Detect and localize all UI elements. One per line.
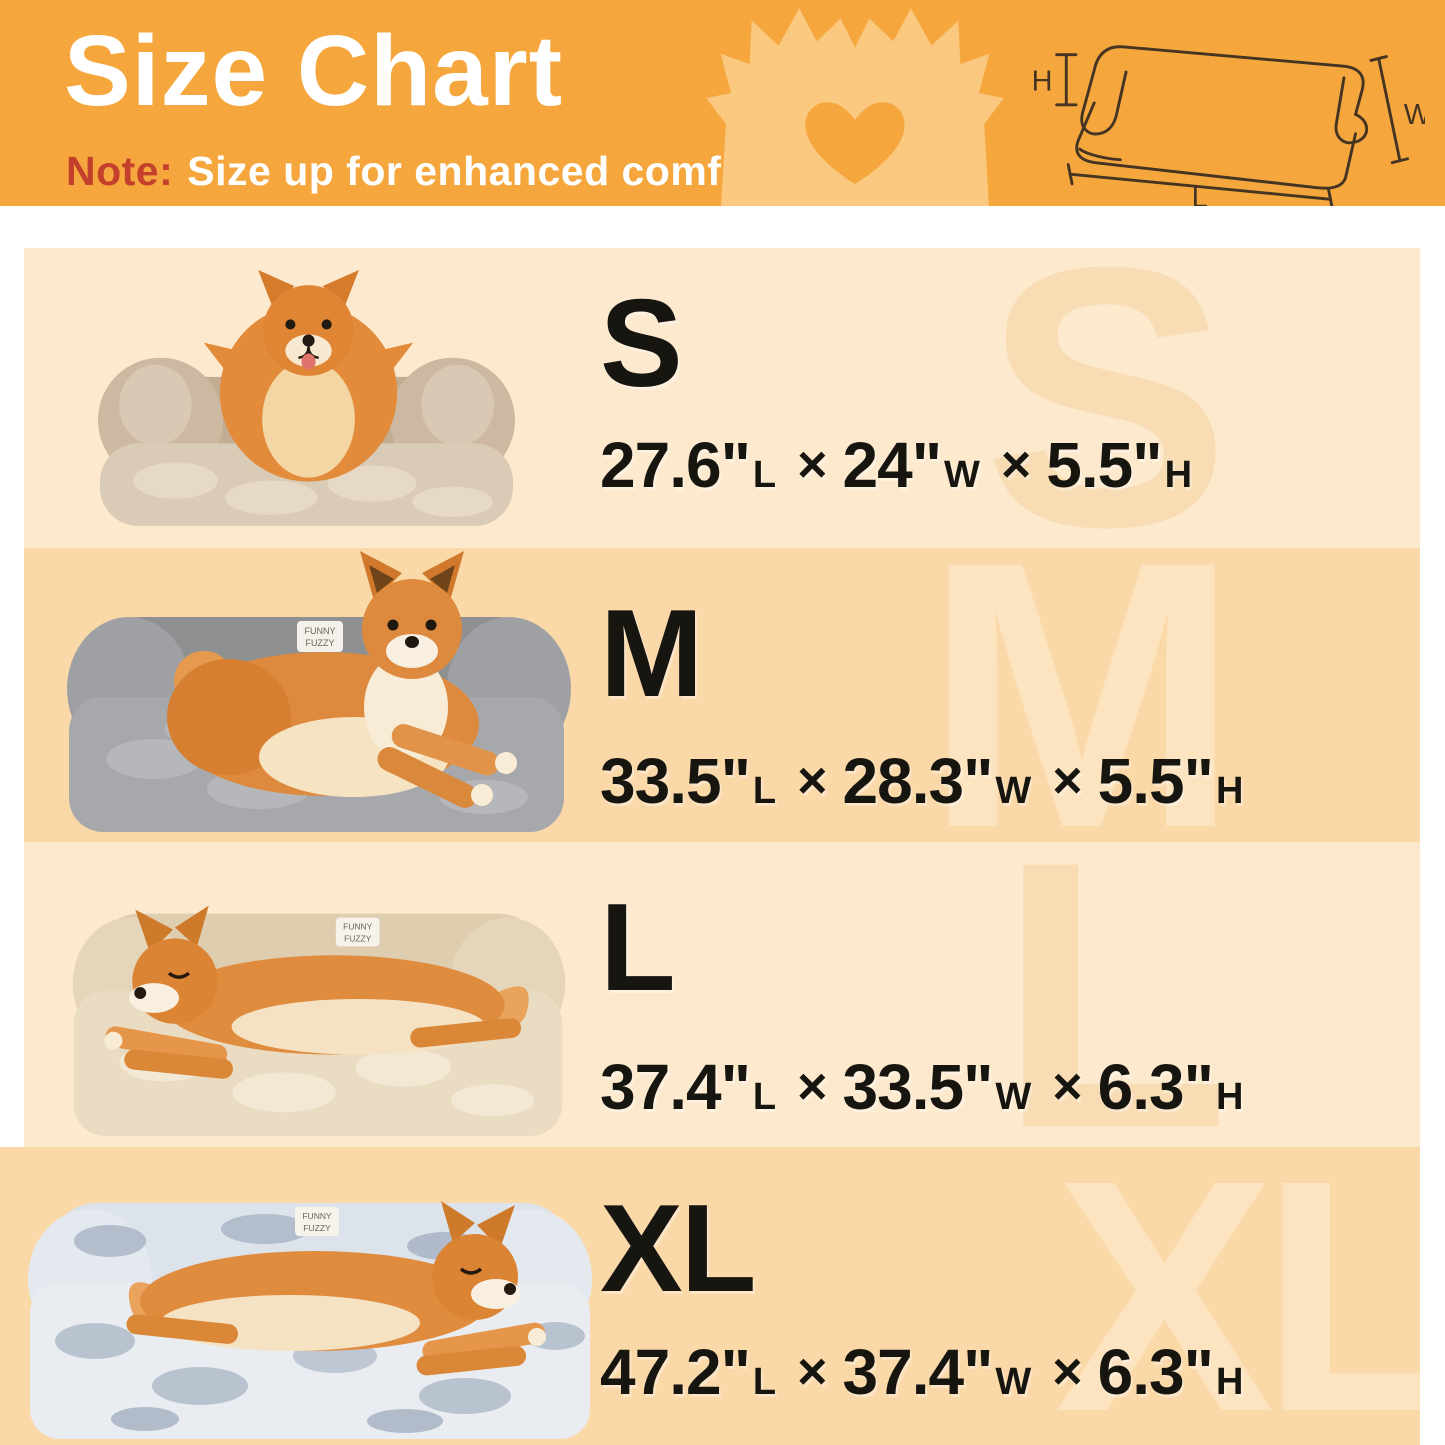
sofa-dimension-diagram: H W L	[1020, 18, 1432, 206]
note-label: Note:	[66, 148, 174, 194]
page-title: Size Chart	[64, 15, 564, 127]
svg-text:FUZZY: FUZZY	[303, 1223, 331, 1233]
diagram-l-label: L	[1192, 182, 1208, 206]
product-photo-xl: FUNNY FUZZY	[15, 1151, 605, 1443]
svg-text:FUNNY: FUNNY	[343, 921, 372, 931]
dimensions-text: 27.6"L × 24"W × 5.5"H	[600, 429, 1192, 501]
product-photo-s	[54, 264, 559, 536]
size-row-l: L FUNNY FUZZY	[24, 842, 1420, 1147]
dimensions-text: 33.5"L × 28.3"W × 5.5"H	[600, 745, 1243, 817]
size-row-xl: XL FUNNY	[0, 1147, 1420, 1445]
note-text: Size up for enhanced comfort	[187, 148, 778, 194]
product-photo-m: FUNNY FUZZY	[44, 528, 589, 850]
svg-text:FUNNY: FUNNY	[302, 1211, 332, 1221]
header-banner: Size Chart Note: Size up for enhanced com…	[0, 0, 1445, 206]
svg-text:FUZZY: FUZZY	[344, 933, 372, 943]
diagram-w-label: W	[1404, 99, 1425, 131]
svg-text:FUNNY: FUNNY	[305, 626, 336, 636]
size-label: M	[600, 585, 703, 723]
fluffy-dog-heart-icon	[700, 0, 1010, 206]
header-note: Note: Size up for enhanced comfort	[66, 148, 778, 195]
diagram-h-label: H	[1032, 65, 1053, 97]
svg-text:FUZZY: FUZZY	[306, 638, 335, 648]
dimensions-text: 47.2"L × 37.4"W × 6.3"H	[600, 1336, 1243, 1408]
size-row-m: M FUNNY FUZZY	[24, 548, 1420, 842]
size-label: L	[600, 879, 676, 1017]
product-photo-l: FUNNY FUZZY	[54, 854, 579, 1142]
size-row-s: S	[24, 248, 1420, 548]
dimensions-text: 37.4"L × 33.5"W × 6.3"H	[600, 1051, 1243, 1123]
size-label: S	[600, 275, 683, 413]
size-label: XL	[600, 1180, 756, 1318]
